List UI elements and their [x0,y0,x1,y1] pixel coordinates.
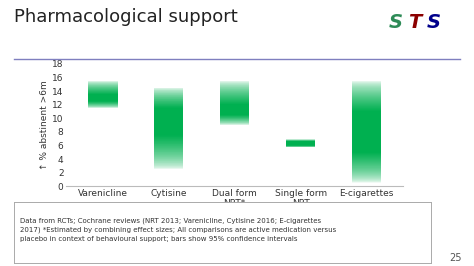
Y-axis label: ↑ % abstinent >6m: ↑ % abstinent >6m [40,80,49,170]
Text: S: S [389,13,403,32]
Text: S: S [427,13,441,32]
Text: 25: 25 [450,253,462,263]
Text: Data from RCTs; Cochrane reviews (NRT 2013; Varenicline, Cytisine 2016; E-cigare: Data from RCTs; Cochrane reviews (NRT 20… [20,218,337,242]
Text: Pharmacological support: Pharmacological support [14,8,238,26]
Text: T: T [408,13,421,32]
